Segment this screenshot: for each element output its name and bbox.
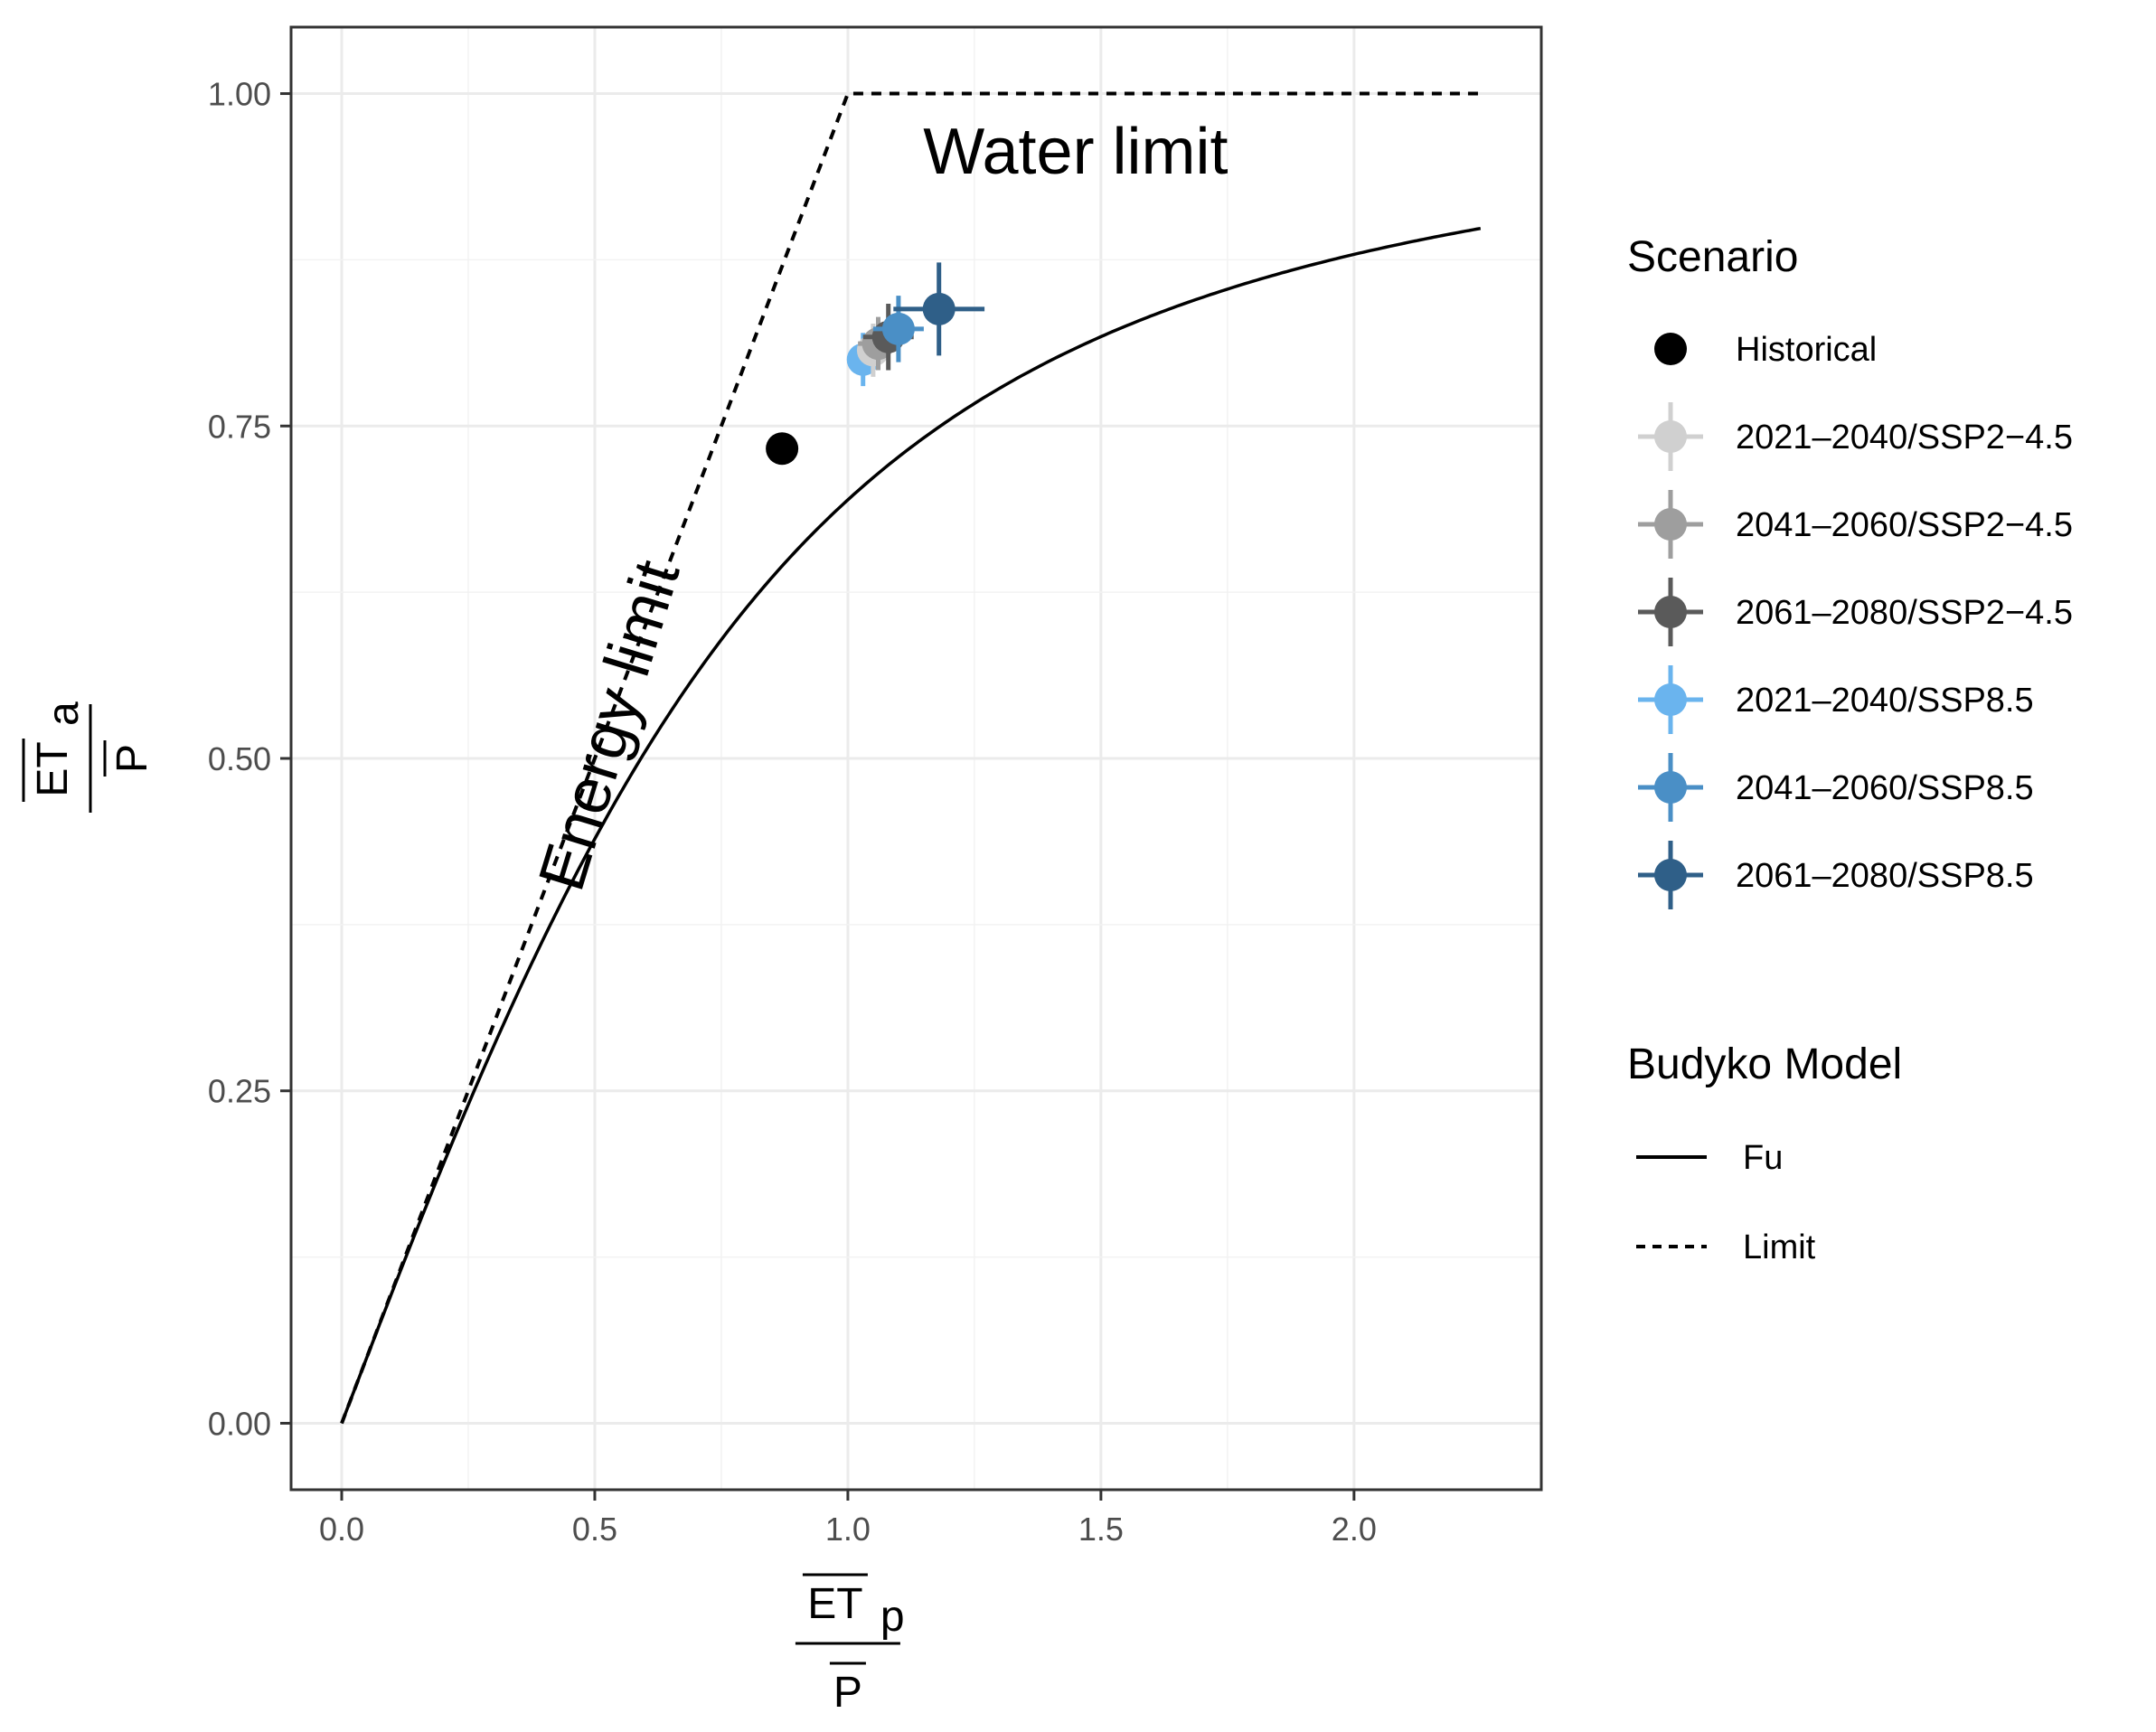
legend-key-point bbox=[1654, 508, 1687, 541]
scenario-points bbox=[766, 262, 985, 466]
x-axis-title-subscript: p bbox=[880, 1593, 905, 1641]
legend-key-point bbox=[1654, 420, 1687, 453]
legend-key-point bbox=[1654, 771, 1687, 804]
axis-ticks: 0.0 0.5 1.0 1.5 2.0 0.00 0.25 0.50 0.75 1.00 bbox=[208, 76, 1377, 1548]
x-tick-label: 0.5 bbox=[572, 1511, 617, 1548]
legend-scenario-label: 2061–2080/SSP8.5 bbox=[1736, 857, 2034, 895]
limit-line bbox=[340, 91, 1481, 1425]
y-tick-label: 0.00 bbox=[208, 1405, 271, 1442]
legend-key-point bbox=[1654, 333, 1687, 365]
legend-scenario-label: 2021–2040/SSP2−4.5 bbox=[1736, 419, 2073, 457]
y-tick-label: 0.25 bbox=[208, 1073, 271, 1110]
legend-scenario-label: 2041–2060/SSP8.5 bbox=[1736, 769, 2034, 807]
x-tick-label: 2.0 bbox=[1332, 1511, 1377, 1548]
grid bbox=[291, 27, 1541, 1490]
x-tick-label: 1.5 bbox=[1078, 1511, 1124, 1548]
annotations: Water limit Energy limit bbox=[525, 116, 1229, 899]
fu-curve bbox=[340, 226, 1482, 1425]
x-axis-title-numerator: ET bbox=[807, 1580, 862, 1628]
y-tick-label: 0.75 bbox=[208, 408, 271, 445]
scenario-point bbox=[922, 292, 956, 325]
legend-scenario-label: 2041–2060/SSP2−4.5 bbox=[1736, 506, 2073, 544]
legend-scenario-label: 2061–2080/SSP2−4.5 bbox=[1736, 594, 2073, 632]
y-axis-title-numerator: ET bbox=[29, 741, 77, 796]
x-axis-title-denominator: P bbox=[833, 1669, 862, 1717]
y-axis-title: ET aP bbox=[22, 701, 156, 813]
scenario-point bbox=[881, 312, 915, 345]
annotation-label: Energy limit bbox=[525, 552, 693, 899]
scenario-point bbox=[766, 432, 799, 466]
legend-key-point bbox=[1654, 596, 1687, 628]
legend-model-label: Fu bbox=[1743, 1139, 1783, 1177]
y-tick-label: 1.00 bbox=[208, 76, 271, 113]
y-axis-title-subscript: a bbox=[40, 701, 88, 726]
legend: Scenario Historical 2021–2040/SSP2−4.5 2041… bbox=[1627, 233, 2073, 1266]
legend-model-title: Budyko Model bbox=[1627, 1040, 1902, 1088]
legend-key-point bbox=[1654, 859, 1687, 891]
annotation-label: Water limit bbox=[923, 116, 1228, 188]
x-tick-label: 1.0 bbox=[825, 1511, 871, 1548]
legend-scenario-label: 2021–2040/SSP8.5 bbox=[1736, 682, 2034, 720]
legend-scenario-title: Scenario bbox=[1627, 233, 1798, 281]
legend-scenario-label: Historical bbox=[1736, 331, 1877, 369]
x-tick-label: 0.0 bbox=[319, 1511, 364, 1548]
y-tick-label: 0.50 bbox=[208, 740, 271, 777]
legend-model-label: Limit bbox=[1743, 1228, 1816, 1266]
model-lines bbox=[340, 91, 1482, 1425]
y-axis-title-denominator: P bbox=[108, 744, 156, 773]
legend-key-point bbox=[1654, 683, 1687, 716]
